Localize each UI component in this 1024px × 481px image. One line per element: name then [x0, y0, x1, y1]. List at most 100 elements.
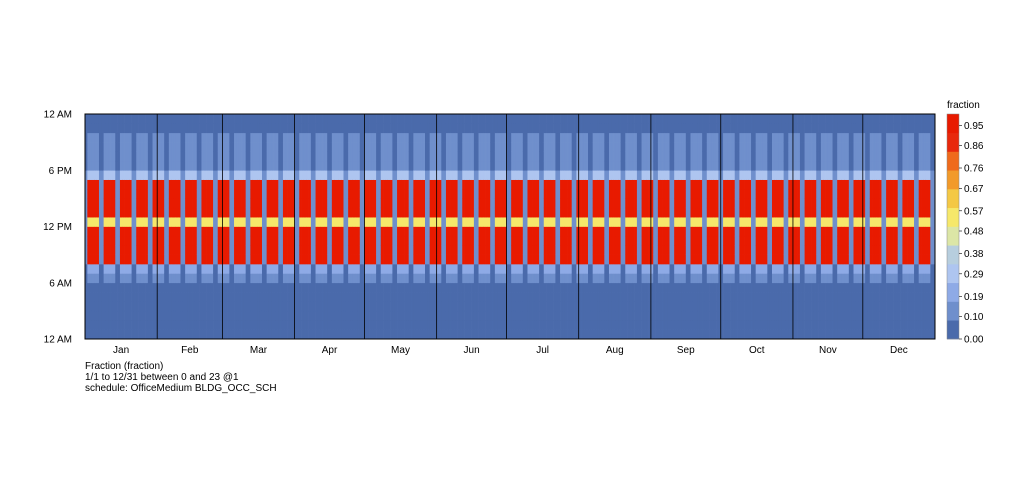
heatmap-cell [310, 301, 314, 312]
heatmap-cell [404, 301, 407, 312]
heatmap-cell [438, 151, 442, 162]
heatmap-cell [110, 123, 114, 134]
heatmap-cell [492, 329, 496, 340]
heatmap-cell [490, 226, 493, 237]
heatmap-cell [441, 329, 444, 340]
heatmap-cell [555, 123, 559, 134]
heatmap-cell [241, 292, 244, 302]
heatmap-cell [434, 292, 437, 302]
heatmap-cell [334, 179, 337, 190]
heatmap-cell [362, 170, 365, 180]
heatmap-cell [147, 282, 151, 293]
heatmap-cell [506, 142, 510, 152]
heatmap-cell [469, 245, 472, 255]
heatmap-cell [464, 170, 468, 180]
heatmap-cell [476, 301, 479, 312]
heatmap-cell [560, 198, 563, 209]
heatmap-cell [94, 254, 97, 265]
heatmap-cell [98, 273, 102, 284]
heatmap-cell [229, 320, 233, 330]
heatmap-cell [506, 114, 510, 124]
heatmap-cell [296, 245, 300, 255]
heatmap-cell [185, 292, 188, 302]
heatmap-cell [171, 217, 174, 227]
heatmap-cell [259, 114, 263, 124]
heatmap-cell [504, 301, 507, 312]
heatmap-cell [338, 282, 342, 293]
heatmap-cell [110, 132, 114, 143]
heatmap-cell [187, 179, 191, 190]
heatmap-cell [185, 132, 188, 143]
heatmap-cell [96, 273, 100, 284]
heatmap-cell [492, 179, 496, 190]
heatmap-cell [194, 132, 198, 143]
heatmap-cell [355, 189, 358, 199]
heatmap-cell [520, 207, 524, 218]
heatmap-cell [119, 114, 123, 124]
heatmap-cell [476, 207, 479, 218]
heatmap-cell [259, 132, 263, 143]
heatmap-cell [280, 217, 284, 227]
heatmap-cell [140, 264, 144, 274]
heatmap-cell [275, 254, 279, 265]
heatmap-cell [215, 226, 219, 237]
heatmap-cell [504, 254, 507, 265]
heatmap-cell [259, 217, 263, 227]
heatmap-cell [322, 282, 326, 293]
heatmap-cell [308, 245, 312, 255]
heatmap-cell [208, 301, 212, 312]
heatmap-cell [299, 245, 302, 255]
heatmap-cell [406, 282, 410, 293]
heatmap-cell [222, 170, 226, 180]
heatmap-cell [413, 160, 417, 171]
heatmap-cell [436, 329, 440, 340]
heatmap-cell [476, 235, 479, 246]
heatmap-cell [161, 329, 165, 340]
heatmap-cell [108, 320, 111, 330]
heatmap-cell [483, 179, 486, 190]
heatmap-cell [215, 273, 219, 284]
heatmap-cell [522, 217, 526, 227]
heatmap-cell [154, 292, 158, 302]
heatmap-cell [553, 170, 556, 180]
heatmap-cell [462, 254, 465, 265]
heatmap-cell [511, 320, 514, 330]
heatmap-cell [418, 320, 421, 330]
heatmap-cell [285, 301, 288, 312]
heatmap-cell [399, 310, 403, 321]
heatmap-cell [436, 245, 440, 255]
heatmap-cell [268, 189, 272, 199]
heatmap-cell [541, 217, 545, 227]
heatmap-cell [115, 217, 118, 227]
heatmap-cell [376, 235, 379, 246]
heatmap-cell [322, 264, 326, 274]
heatmap-cell [294, 142, 298, 152]
heatmap-cell [250, 170, 254, 180]
heatmap-cell [266, 217, 270, 227]
heatmap-cell [487, 189, 491, 199]
heatmap-cell [541, 170, 545, 180]
heatmap-cell [378, 198, 382, 209]
heatmap-cell [434, 273, 437, 284]
heatmap-cell [199, 151, 202, 162]
heatmap-cell [371, 132, 375, 143]
heatmap-cell [471, 198, 475, 209]
heatmap-cell [94, 282, 97, 293]
heatmap-cell [497, 320, 500, 330]
heatmap-cell [129, 254, 132, 265]
heatmap-cell [338, 132, 342, 143]
heatmap-cell [529, 254, 533, 265]
heatmap-cell [515, 114, 519, 124]
heatmap-cell [168, 114, 172, 124]
heatmap-cell [166, 170, 170, 180]
heatmap-cell [376, 179, 379, 190]
heatmap-cell [173, 245, 177, 255]
heatmap-cell [222, 151, 226, 162]
heatmap-cell [147, 301, 151, 312]
heatmap-cell [189, 170, 193, 180]
heatmap-cell [450, 189, 454, 199]
heatmap-cell [425, 132, 428, 143]
heatmap-cell [543, 151, 547, 162]
heatmap-cell [227, 160, 230, 171]
heatmap-cell [343, 273, 347, 284]
